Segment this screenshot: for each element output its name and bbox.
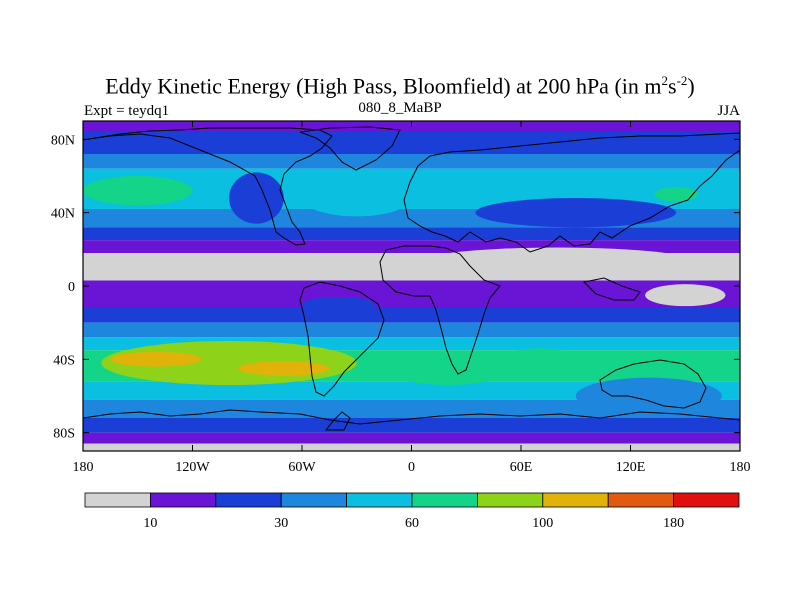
- contour-feature-5: [229, 172, 284, 224]
- contour-feature-12: [502, 348, 576, 371]
- contour-band-15: [83, 418, 740, 433]
- coastline-greenland: [299, 126, 401, 171]
- colorbar-label-0: 10: [143, 516, 157, 531]
- colorbar-label-1: 30: [274, 516, 288, 531]
- colorbar-swatch-0: [84, 492, 151, 508]
- coastline-africa: [379, 245, 501, 375]
- contour-feature-3: [302, 179, 412, 217]
- coastline-south-america: [299, 281, 385, 397]
- contour-band-9: [83, 308, 740, 323]
- coastline-north-america: [83, 127, 333, 246]
- coastline-australia: [599, 359, 707, 409]
- y-tick-label-1: 40N: [51, 207, 75, 222]
- contour-feature-2: [654, 187, 699, 202]
- contour-feature-0: [83, 176, 193, 206]
- contour-feature-10: [238, 361, 330, 376]
- colorbar-swatch-9: [673, 492, 740, 508]
- x-tick-label-1: 120W: [175, 460, 210, 475]
- x-tick-label-2: 60W: [288, 460, 316, 475]
- contour-feature-11: [384, 352, 512, 385]
- contour-band-10: [83, 322, 740, 338]
- colorbar-swatch-3: [280, 492, 348, 508]
- x-tick-label-6: 180: [730, 460, 751, 475]
- colorbar-swatch-7: [542, 492, 609, 508]
- contour-feature-6: [411, 247, 704, 281]
- colorbar-swatch-6: [476, 492, 544, 508]
- contour-field: [83, 121, 740, 451]
- chart-subtitle: 080_8_MaBP: [358, 100, 442, 116]
- contour-feature-7: [645, 284, 726, 307]
- coastline-eurasia: [403, 132, 740, 253]
- colorbar-label-4: 180: [663, 516, 684, 531]
- y-tick-label-0: 80N: [51, 133, 75, 148]
- contour-band-8: [83, 280, 740, 308]
- colorbar-swatch-4: [346, 492, 413, 508]
- y-tick-label-4: 80S: [53, 427, 75, 442]
- coastline-antarctica: [83, 409, 740, 425]
- contour-band-1: [83, 132, 740, 154]
- coastline-antarctic-peninsula: [324, 411, 351, 431]
- coastline-indonesia: [582, 277, 641, 301]
- contour-band-14: [83, 399, 740, 418]
- coastlines: [83, 126, 740, 431]
- colorbar-swatch-5: [411, 492, 478, 508]
- contour-band-5: [83, 227, 740, 241]
- colorbar-swatch-1: [149, 492, 217, 508]
- contour-band-13: [83, 381, 740, 400]
- y-tick-label-3: 40S: [53, 353, 75, 368]
- colorbar-swatch-8: [607, 492, 675, 508]
- contour-band-16: [83, 432, 740, 444]
- experiment-label: Expt = teydq1: [84, 103, 170, 119]
- x-tick-label-4: 60E: [510, 460, 533, 475]
- x-tick-label-0: 180: [73, 460, 94, 475]
- season-label: JJA: [717, 103, 740, 119]
- contour-feature-14: [302, 297, 375, 312]
- contour-feature-13: [575, 377, 722, 415]
- chart-title: Eddy Kinetic Energy (High Pass, Bloomfie…: [105, 73, 695, 99]
- contour-band-2: [83, 154, 740, 169]
- colorbar-label-3: 100: [532, 516, 553, 531]
- contour-feature-9: [110, 352, 202, 367]
- x-tick-label-5: 120E: [616, 460, 646, 475]
- x-tick-label-3: 0: [408, 460, 415, 475]
- colorbar-swatch-2: [215, 492, 282, 508]
- contour-feature-4: [475, 198, 677, 228]
- y-tick-label-2: 0: [68, 280, 75, 295]
- colorbar-label-2: 60: [405, 516, 419, 531]
